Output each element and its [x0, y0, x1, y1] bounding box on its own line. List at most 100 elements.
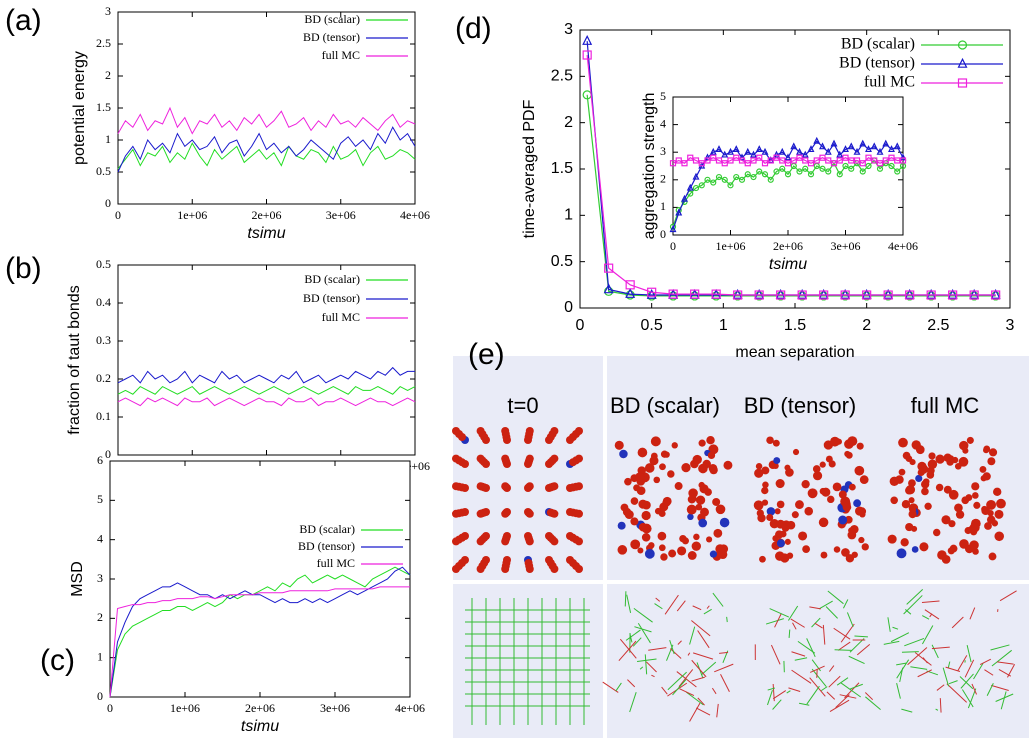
bead	[637, 547, 644, 554]
bond	[901, 651, 919, 653]
bead	[687, 513, 694, 521]
bead	[501, 537, 510, 546]
y-tick-label: 1	[97, 649, 103, 663]
marker	[888, 145, 895, 153]
bead	[828, 460, 836, 468]
plot-frame	[117, 11, 416, 205]
bond	[865, 696, 881, 711]
bead	[698, 481, 705, 489]
bond	[669, 648, 682, 659]
marker	[848, 157, 855, 164]
bond	[818, 600, 833, 610]
bead	[854, 465, 865, 476]
marker	[710, 154, 717, 161]
marker	[883, 288, 894, 299]
bond	[687, 652, 691, 656]
bond	[770, 644, 781, 665]
marker	[871, 157, 878, 164]
marker	[681, 194, 688, 202]
bead	[757, 513, 766, 523]
bond	[991, 684, 1009, 692]
bond	[827, 590, 844, 605]
bead	[575, 454, 583, 463]
bead	[987, 457, 996, 466]
marker	[709, 147, 717, 155]
bead	[908, 497, 915, 504]
marker	[778, 147, 786, 155]
bead	[753, 500, 764, 511]
marker	[853, 147, 861, 155]
y-tick-label: 0.5	[96, 164, 111, 178]
bond	[973, 663, 984, 680]
bond	[924, 609, 940, 620]
y-tick-label: 0.3	[96, 333, 111, 347]
bead	[644, 463, 655, 473]
bead	[658, 544, 666, 552]
bead	[617, 545, 628, 555]
marker	[704, 153, 711, 161]
marker	[847, 142, 855, 150]
bead	[773, 457, 781, 465]
bond	[798, 702, 810, 706]
bead	[622, 507, 632, 517]
bond	[936, 684, 945, 691]
marker	[733, 173, 740, 181]
bond	[697, 697, 705, 706]
marker	[738, 176, 746, 183]
bead	[659, 463, 666, 471]
bead	[915, 445, 925, 454]
bond	[1000, 691, 1007, 710]
bead	[802, 545, 811, 554]
bead	[630, 539, 640, 549]
series-line	[109, 566, 411, 698]
bond	[935, 708, 939, 711]
rendering-title: full MC	[911, 393, 980, 418]
bond	[939, 698, 942, 713]
marker	[859, 160, 866, 167]
rendering-title: BD (tensor)	[744, 393, 856, 418]
bead	[550, 537, 559, 546]
bead	[779, 530, 787, 538]
bond	[910, 666, 928, 670]
bead	[525, 482, 534, 491]
bead	[780, 553, 790, 563]
bead	[941, 515, 951, 525]
marker	[625, 287, 636, 298]
bond	[697, 630, 710, 649]
panel-e-right-bg	[607, 356, 1029, 738]
y-tick-label: 3	[97, 571, 103, 585]
bead	[961, 496, 970, 505]
marker	[813, 136, 821, 144]
marker	[876, 160, 884, 167]
bead	[452, 427, 460, 435]
bead	[698, 518, 708, 528]
x-tick-label: 4e+06	[888, 239, 918, 253]
bead	[630, 517, 639, 526]
y-tick-label: 3	[105, 4, 111, 18]
bead	[550, 565, 559, 573]
bead	[638, 499, 648, 509]
marker	[807, 171, 815, 178]
x-tick-label: 4e+06	[400, 208, 430, 222]
bead	[804, 506, 814, 516]
bead	[681, 537, 690, 545]
bond	[626, 594, 632, 613]
bond	[645, 661, 657, 673]
bond	[837, 641, 851, 651]
marker	[687, 154, 694, 161]
bead	[693, 533, 700, 541]
bond	[625, 629, 641, 641]
bead	[681, 463, 691, 473]
bead	[698, 439, 706, 447]
bond	[896, 682, 901, 699]
bead	[986, 499, 997, 510]
y-tick-label: 2	[105, 68, 111, 82]
bead	[993, 487, 1002, 497]
bond	[848, 655, 865, 665]
legend-label: BD (scalar)	[304, 272, 360, 286]
bead	[847, 436, 858, 447]
bond	[714, 663, 734, 673]
y-tick-label: 0.5	[551, 253, 573, 270]
bond	[811, 617, 821, 628]
series-line	[117, 106, 416, 135]
